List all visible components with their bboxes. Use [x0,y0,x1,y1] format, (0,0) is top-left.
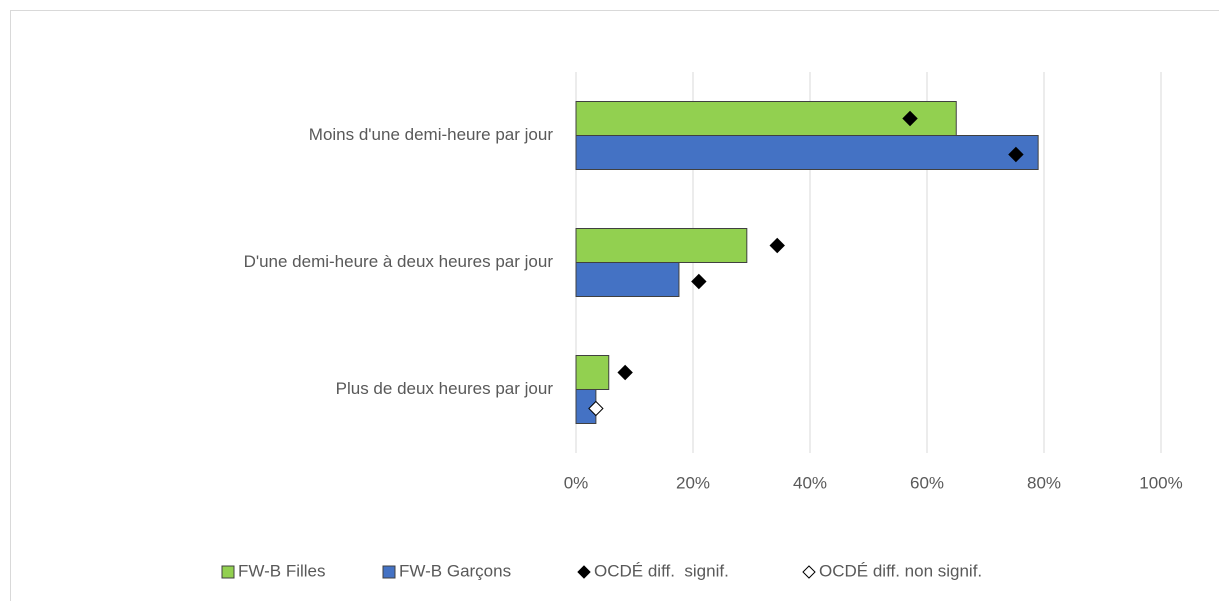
bar [576,102,956,136]
legend-label: OCDÉ diff. non signif. [819,561,982,580]
legend-swatch [222,566,234,578]
legend-label: FW-B Garçons [399,561,511,580]
y-tick-label: Moins d'une demi-heure par jour [309,125,554,144]
x-tick-label: 40% [793,473,827,492]
x-tick-label: 80% [1027,473,1061,492]
chart-frame [11,11,1219,602]
bar [576,136,1038,170]
legend-swatch [383,566,395,578]
x-tick-label: 0% [564,473,589,492]
x-tick-label: 100% [1139,473,1182,492]
bar [576,263,679,297]
y-tick-label: D'une demi-heure à deux heures par jour [244,252,554,271]
y-tick-label: Plus de deux heures par jour [336,379,554,398]
legend-label: OCDÉ diff. signif. [594,561,729,580]
x-tick-label: 60% [910,473,944,492]
legend-label: FW-B Filles [238,561,326,580]
x-tick-label: 20% [676,473,710,492]
bar [576,356,609,390]
bar [576,229,747,263]
